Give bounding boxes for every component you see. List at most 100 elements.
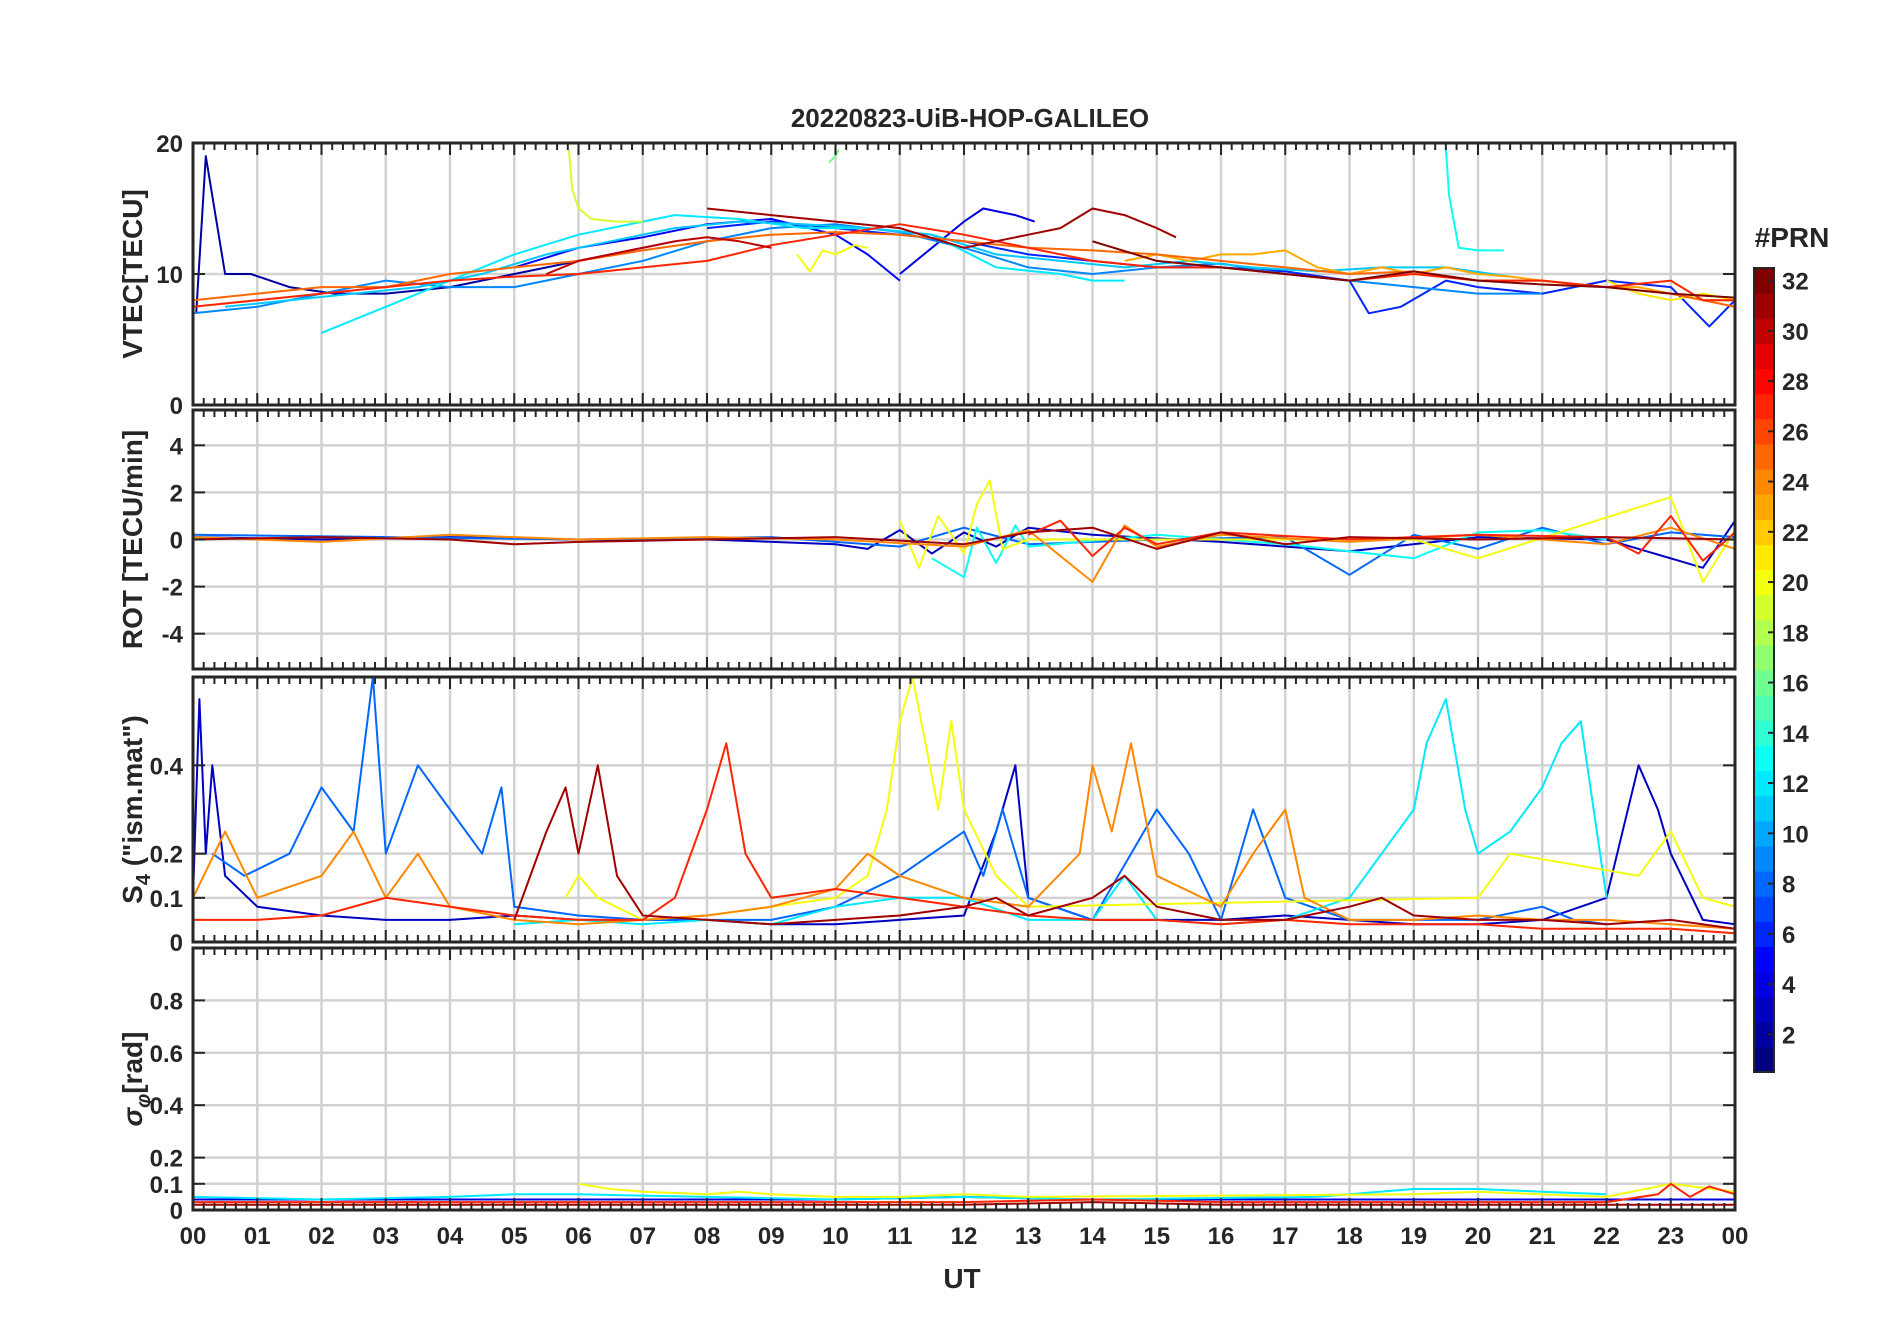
colorbar-segment <box>1754 670 1774 696</box>
colorbar-segment <box>1754 343 1774 370</box>
y-tick-label: 0 <box>170 1198 183 1225</box>
colorbar-tick-label: 18 <box>1782 620 1809 647</box>
colorbar-title: #PRN <box>1755 222 1830 253</box>
colorbar-segment <box>1754 268 1774 294</box>
x-tick-label: 14 <box>1079 1223 1106 1250</box>
colorbar-segment <box>1754 795 1774 822</box>
chart-title: 20220823-UiB-HOP-GALILEO <box>791 103 1149 133</box>
colorbar-segment <box>1754 443 1774 470</box>
y-tick-label: 0.2 <box>150 842 183 869</box>
x-tick-label: 04 <box>437 1223 464 1250</box>
colorbar-segment <box>1754 946 1774 973</box>
colorbar-segment <box>1754 1046 1774 1073</box>
x-tick-label: 10 <box>822 1223 849 1250</box>
colorbar-segment <box>1754 594 1774 621</box>
series-group <box>193 149 1735 334</box>
colorbar-segment <box>1754 293 1774 319</box>
x-tick-label: 09 <box>758 1223 785 1250</box>
series-line-prn-27 <box>1027 515 1735 562</box>
x-tick-label: 23 <box>1657 1223 1684 1250</box>
colorbar-segment <box>1754 745 1774 772</box>
colorbar-segment <box>1754 644 1774 671</box>
panel-sigma_phi: 00.10.2 0.4 0.6 0.8 σφ[rad] <box>117 946 1737 1225</box>
colorbar-segment <box>1754 971 1774 998</box>
y-tick-label: 0 <box>170 393 183 420</box>
y-tick-label: 0.4 <box>150 753 184 780</box>
x-tick-label: 01 <box>244 1223 271 1250</box>
panel-frame <box>191 408 1737 671</box>
y-tick-label: 0 <box>170 528 183 555</box>
colorbar-tick-label: 16 <box>1782 671 1809 698</box>
colorbar-tick-label: 12 <box>1782 771 1809 798</box>
series-group <box>193 479 1735 583</box>
series-line-prn-20 <box>578 1182 1735 1198</box>
colorbar-tick-label: 32 <box>1782 269 1809 296</box>
colorbar-tick-label: 24 <box>1782 470 1809 497</box>
x-tick-label: 13 <box>1015 1223 1042 1250</box>
series-line-prn-32 <box>1092 240 1735 299</box>
y-axis-label-sigma_phi: σφ[rad] <box>117 1032 155 1127</box>
y-axis-label-rot: ROT [TECU/min] <box>117 430 148 649</box>
colorbar-segment <box>1754 871 1774 897</box>
colorbar-segment <box>1754 720 1774 746</box>
y-tick-label: 20 <box>156 131 183 158</box>
y-axis-label-s4: S4 ("ism.mat") <box>117 715 155 904</box>
x-tick-label: 00 <box>1722 1223 1749 1250</box>
x-tick-label: 17 <box>1272 1223 1299 1250</box>
series-line-prn-13 <box>931 524 1607 579</box>
colorbar-tick-label: 6 <box>1782 922 1795 949</box>
colorbar-segment <box>1754 695 1774 721</box>
x-tick-labels: 00 01 02 03 04 05 06 07 08 09 10 11 12 13 14 15 16 17 18 19… <box>180 1223 1749 1250</box>
x-tick-label: 02 <box>308 1223 335 1250</box>
colorbar-frame <box>1753 267 1775 1073</box>
colorbar-segment <box>1754 845 1774 872</box>
y-tick-label: 10 <box>156 262 183 289</box>
series-group <box>193 677 1735 935</box>
series-line-prn-11 <box>224 220 1511 308</box>
colorbar-segment <box>1754 619 1774 646</box>
x-tick-label: 22 <box>1593 1223 1620 1250</box>
series-line-prn-20 <box>898 479 1735 583</box>
series-line-prn-31 <box>706 207 1177 249</box>
colorbar-segment <box>1754 896 1774 922</box>
series-line-prn-27 <box>193 742 1735 935</box>
y-tick-label: 0.8 <box>150 988 183 1015</box>
x-tick-label: 03 <box>372 1223 399 1250</box>
x-tick-label: 16 <box>1208 1223 1235 1250</box>
y-tick-label: 0.2 <box>150 1146 183 1173</box>
x-tick-label: 07 <box>629 1223 656 1250</box>
x-tick-label: 20 <box>1465 1223 1492 1250</box>
colorbar-tick-label: 28 <box>1782 369 1809 396</box>
panel-rot: -4 -2 0 2 4 ROT [TECU/min] <box>117 408 1737 671</box>
colorbar-tick-label: 14 <box>1782 721 1809 748</box>
x-tick-label: 21 <box>1529 1223 1556 1250</box>
x-tick-label: 05 <box>501 1223 528 1250</box>
y-tick-label: 2 <box>170 480 183 507</box>
x-tick-label: 18 <box>1336 1223 1363 1250</box>
x-tick-label: 00 <box>180 1223 207 1250</box>
colorbar-segment <box>1754 820 1774 847</box>
colorbar-tick-label: 4 <box>1782 972 1796 999</box>
colorbar-tick-label: 2 <box>1782 1022 1795 1049</box>
y-tick-label: -4 <box>162 622 184 649</box>
x-tick-label: 08 <box>694 1223 721 1250</box>
series-line-prn-31 <box>513 764 1735 930</box>
colorbar-segment <box>1754 393 1774 420</box>
colorbar-tick-label: 22 <box>1782 520 1809 547</box>
panel-vtec: 0 10 20 VTEC[TECU] <box>117 131 1737 420</box>
series-line-prn-16 <box>828 149 840 164</box>
y-tick-label: 0.4 <box>150 1093 184 1120</box>
y-tick-label: 0 <box>170 930 183 957</box>
y-tick-label: 4 <box>170 433 184 460</box>
panel-frame <box>191 141 1737 407</box>
series-line-prn-13 <box>1444 149 1504 252</box>
colorbar-segment <box>1754 418 1774 445</box>
colorbar-segment <box>1754 494 1774 520</box>
series-line-prn-3 <box>193 698 1735 926</box>
series-line-prn-4 <box>899 207 1036 275</box>
panel-frame <box>191 675 1737 944</box>
colorbar-segment <box>1754 770 1774 797</box>
